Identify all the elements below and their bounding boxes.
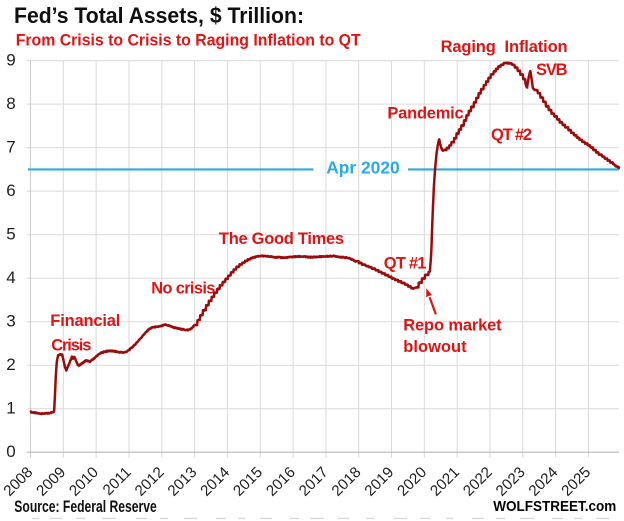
svg-text:Fed’s Total Assets, $ Trillion: Fed’s Total Assets, $ Trillion: — [14, 3, 304, 28]
svg-text:Crisis: Crisis — [51, 337, 91, 355]
svg-text:blowout: blowout — [403, 338, 467, 356]
svg-text:Financial: Financial — [50, 312, 120, 330]
svg-text:WOLFSTREET.com: WOLFSTREET.com — [493, 498, 616, 515]
svg-text:SVB: SVB — [536, 61, 568, 79]
svg-text:Apr 2020: Apr 2020 — [326, 157, 400, 177]
svg-text:Raging Inflation: Raging Inflation — [441, 38, 568, 56]
svg-text:9: 9 — [6, 51, 15, 70]
svg-text:The Good Times: The Good Times — [219, 230, 344, 248]
svg-text:Source: Federal Reserve: Source: Federal Reserve — [14, 498, 157, 516]
svg-text:From Crisis to Crisis to Ragin: From Crisis to Crisis to Raging Inflatio… — [16, 31, 362, 50]
svg-text:8: 8 — [6, 94, 15, 113]
svg-text:No crisis: No crisis — [151, 279, 215, 297]
svg-text:2: 2 — [6, 355, 15, 374]
svg-text:5: 5 — [6, 225, 15, 244]
svg-text:6: 6 — [6, 181, 15, 200]
svg-text:QT #2: QT #2 — [491, 126, 532, 144]
svg-text:Pandemic: Pandemic — [387, 104, 463, 122]
svg-text:0: 0 — [6, 442, 15, 461]
svg-text:Repo market: Repo market — [403, 317, 502, 335]
svg-text:7: 7 — [6, 138, 15, 157]
svg-text:1: 1 — [6, 399, 15, 418]
svg-text:3: 3 — [6, 312, 15, 331]
svg-text:QT #1: QT #1 — [384, 255, 427, 273]
svg-text:4: 4 — [6, 268, 15, 287]
